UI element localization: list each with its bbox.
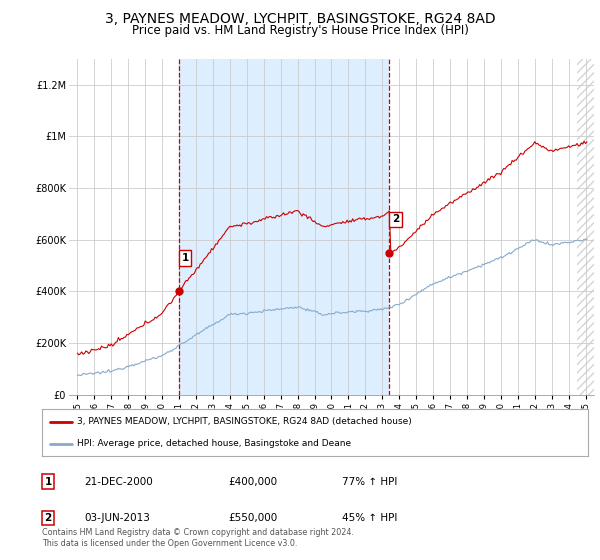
Text: Price paid vs. HM Land Registry's House Price Index (HPI): Price paid vs. HM Land Registry's House …: [131, 24, 469, 36]
Text: 03-JUN-2013: 03-JUN-2013: [84, 513, 150, 523]
Text: 21-DEC-2000: 21-DEC-2000: [84, 477, 153, 487]
Text: 45% ↑ HPI: 45% ↑ HPI: [342, 513, 397, 523]
Text: HPI: Average price, detached house, Basingstoke and Deane: HPI: Average price, detached house, Basi…: [77, 439, 352, 448]
Text: £400,000: £400,000: [228, 477, 277, 487]
Text: 1: 1: [182, 253, 189, 263]
Text: Contains HM Land Registry data © Crown copyright and database right 2024.
This d: Contains HM Land Registry data © Crown c…: [42, 528, 354, 548]
Text: 3, PAYNES MEADOW, LYCHPIT, BASINGSTOKE, RG24 8AD: 3, PAYNES MEADOW, LYCHPIT, BASINGSTOKE, …: [104, 12, 496, 26]
Text: 2: 2: [44, 513, 52, 523]
Text: 2: 2: [392, 214, 399, 224]
Text: 1: 1: [44, 477, 52, 487]
Text: £550,000: £550,000: [228, 513, 277, 523]
Text: 77% ↑ HPI: 77% ↑ HPI: [342, 477, 397, 487]
Text: 3, PAYNES MEADOW, LYCHPIT, BASINGSTOKE, RG24 8AD (detached house): 3, PAYNES MEADOW, LYCHPIT, BASINGSTOKE, …: [77, 417, 412, 426]
Bar: [179, 59, 389, 395]
